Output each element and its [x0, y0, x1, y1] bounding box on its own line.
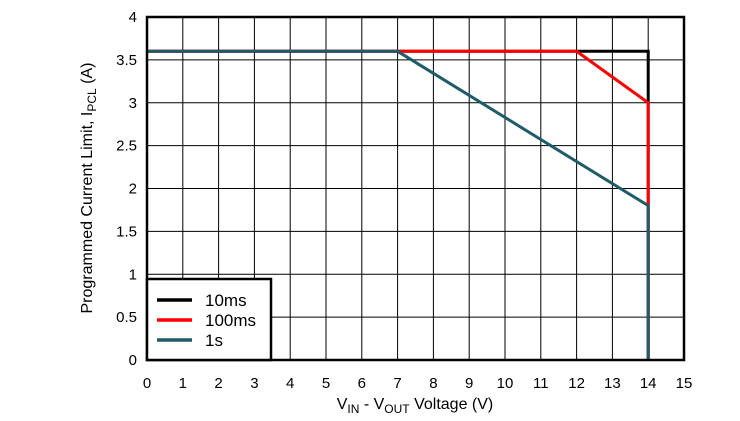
- y-tick-label: 1: [129, 266, 137, 283]
- x-tick-label: 11: [533, 375, 549, 392]
- x-axis-label: VIN - VOUT Voltage (V): [337, 396, 494, 416]
- label-part: (A): [79, 63, 96, 89]
- x-tick-label: 15: [676, 375, 693, 392]
- x-tick-label: 6: [358, 375, 366, 392]
- x-tick-label: 4: [286, 375, 294, 392]
- x-tick-label: 14: [640, 375, 657, 392]
- y-axis-label: Programmed Current Limit, IPCL (A): [79, 63, 99, 314]
- x-tick-label: 1: [179, 375, 187, 392]
- y-tick-label: 4: [129, 9, 137, 26]
- x-tick-label: 2: [214, 375, 222, 392]
- x-tick-label: 8: [429, 375, 437, 392]
- subscript: OUT: [384, 402, 410, 416]
- subscript: IN: [347, 402, 359, 416]
- label-part: Voltage (V): [410, 396, 494, 413]
- x-tick-label: 7: [393, 375, 401, 392]
- legend-label: 100ms: [205, 311, 256, 330]
- series-line-1s: [147, 49, 650, 360]
- x-tick-label: 10: [497, 375, 514, 392]
- y-tick-label: 1.5: [116, 223, 137, 240]
- x-tick-label: 13: [604, 375, 621, 392]
- plot-frame: [145, 15, 686, 362]
- legend-label: 1s: [205, 331, 223, 350]
- x-tick-label: 3: [250, 375, 258, 392]
- y-tick-label: 0: [129, 352, 137, 369]
- y-tick-label: 3.5: [116, 52, 137, 69]
- y-tick-label: 3: [129, 95, 137, 112]
- label-part: Programmed Current Limit, I: [79, 112, 96, 314]
- label-part: V: [337, 396, 348, 413]
- y-tick-label: 0.5: [116, 309, 137, 326]
- subscript: PCL: [85, 88, 99, 112]
- legend-label: 10ms: [205, 291, 247, 310]
- y-tick-label: 2.5: [116, 138, 137, 155]
- label-part: - V: [359, 396, 384, 413]
- x-tick-label: 12: [568, 375, 585, 392]
- x-tick-label: 0: [143, 375, 151, 392]
- y-tick-label: 2: [129, 181, 137, 198]
- x-tick-label: 5: [322, 375, 330, 392]
- x-tick-label: 9: [465, 375, 473, 392]
